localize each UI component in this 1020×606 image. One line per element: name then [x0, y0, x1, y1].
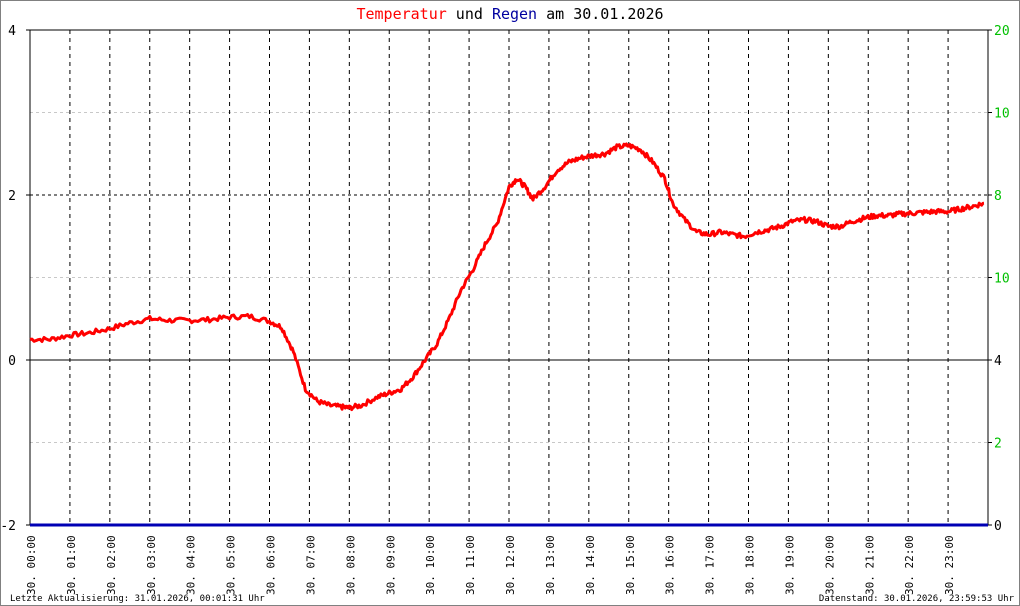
right-tick-label: 2 [994, 437, 1002, 452]
series-layer [29, 142, 988, 527]
x-tick-label: 30. 17:00 [704, 535, 717, 595]
title-rain: Regen [492, 5, 537, 23]
x-tick-label: 30. 15:00 [624, 535, 637, 595]
title-date: am 30.01.2026 [537, 5, 663, 23]
x-tick-label: 30. 02:00 [105, 535, 118, 595]
right-tick-label: 20 [994, 24, 1010, 39]
x-tick-label: 30. 06:00 [265, 535, 278, 595]
right-tick-label: 8 [994, 189, 1002, 204]
footer-data-status: Datenstand: 30.01.2026, 23:59:53 Uhr [819, 594, 1015, 604]
right-tick-label: 4 [994, 354, 1002, 369]
left-tick-label: 0 [8, 354, 16, 369]
left-tick-label: -2 [0, 519, 16, 534]
x-tick-label: 30. 07:00 [304, 535, 317, 595]
chart-title: Temperatur und Regen am 30.01.2026 [356, 5, 663, 23]
axis-layer: -2 0 2 4 0 2 4 10 8 10 20 30. 00:00 30. 01:00 30. 02:… [0, 24, 1009, 595]
x-tick-label: 30. 16:00 [664, 535, 677, 595]
x-tick-label: 30. 13:00 [544, 535, 557, 595]
grid-layer [30, 30, 988, 525]
title-temperature: Temperatur [356, 5, 446, 23]
x-tick-label: 30. 01:00 [65, 535, 78, 595]
temperature-line [29, 142, 985, 412]
right-tick-label: 0 [994, 519, 1002, 534]
x-tick-label: 30. 03:00 [145, 535, 158, 595]
left-tick-label: 2 [8, 189, 16, 204]
x-tick-label: 30. 19:00 [783, 535, 796, 595]
x-tick-label: 30. 21:00 [863, 535, 876, 595]
x-tick-label: 30. 23:00 [943, 535, 956, 595]
x-tick-label: 30. 00:00 [25, 535, 38, 595]
x-tick-label: 30. 14:00 [584, 535, 597, 595]
left-tick-label: 4 [8, 24, 16, 39]
x-tick-label: 30. 10:00 [424, 535, 437, 595]
x-tick-label: 30. 18:00 [744, 535, 757, 595]
x-tick-label: 30. 22:00 [903, 535, 916, 595]
x-tick-label: 30. 05:00 [225, 535, 238, 595]
x-tick-label: 30. 09:00 [384, 535, 397, 595]
x-tick-label: 30. 12:00 [504, 535, 517, 595]
title-connector-und: und [447, 5, 492, 23]
right-tick-label: 10 [994, 272, 1010, 287]
right-tick-label: 10 [994, 107, 1010, 122]
footer-last-update: Letzte Aktualisierung: 31.01.2026, 00:01… [10, 594, 265, 604]
x-tick-label: 30. 20:00 [823, 535, 836, 595]
x-tick-label: 30. 04:00 [185, 535, 198, 595]
x-tick-label: 30. 08:00 [344, 535, 357, 595]
x-tick-label: 30. 11:00 [464, 535, 477, 595]
